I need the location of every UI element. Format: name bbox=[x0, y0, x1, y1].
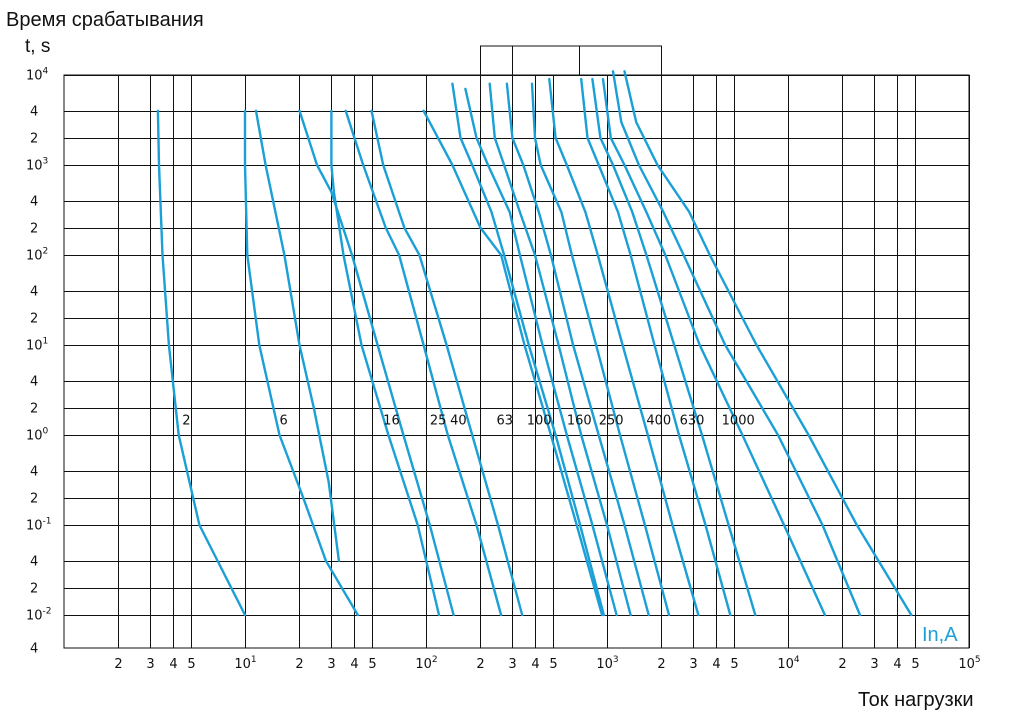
x-tick-label: 2 bbox=[295, 657, 303, 672]
y-tick-label: 2 bbox=[30, 402, 38, 417]
y-tick-label: 104 bbox=[26, 67, 49, 84]
x-tick-label: 5 bbox=[730, 657, 738, 672]
x-tick-label: 3 bbox=[327, 657, 335, 672]
x-tick-label: 4 bbox=[893, 657, 901, 672]
curve-400 bbox=[548, 77, 700, 617]
x-tick-label: 5 bbox=[911, 657, 919, 672]
curve-label-6: 6 bbox=[279, 414, 287, 429]
curve-label-1000: 1000 bbox=[722, 414, 755, 429]
x-tick-label: 2 bbox=[657, 657, 665, 672]
curve-1000 bbox=[601, 77, 827, 617]
curve-label-630: 630 bbox=[680, 414, 705, 429]
curve-label-63: 63 bbox=[496, 414, 513, 429]
x-tick-label: 103 bbox=[596, 655, 618, 672]
y-tick-label: 4 bbox=[30, 285, 38, 300]
y-tick-label: 2 bbox=[30, 312, 38, 327]
curve-label-25: 25 bbox=[430, 414, 447, 429]
y-axis-label: t, s bbox=[25, 36, 50, 57]
curve-6 bbox=[254, 109, 341, 562]
y-tick-label: 103 bbox=[26, 157, 48, 174]
x-tick-label: 4 bbox=[169, 657, 177, 672]
y-tick-label: 2 bbox=[30, 492, 38, 507]
curve-250 bbox=[530, 82, 671, 617]
x-tick-label: 3 bbox=[508, 657, 516, 672]
x-tick-label: 3 bbox=[870, 657, 878, 672]
curve-100 bbox=[464, 87, 618, 617]
x-tick-label: 4 bbox=[350, 657, 358, 672]
x-tick-label: 5 bbox=[368, 657, 376, 672]
x-tick-label: 101 bbox=[234, 655, 256, 672]
top-box bbox=[479, 45, 663, 75]
curves bbox=[156, 70, 913, 617]
x-tick-label: 4 bbox=[712, 657, 720, 672]
x-tick-label: 5 bbox=[187, 657, 195, 672]
y-tick-label: 2 bbox=[30, 582, 38, 597]
curve-labels: 2 6 16 25 40 63 100 160 250 400 630 1000 bbox=[182, 414, 755, 429]
curve-2 bbox=[156, 109, 247, 617]
y-tick-label: 10-2 bbox=[26, 607, 52, 624]
curve-6 bbox=[243, 109, 359, 617]
series-unit-label: In,A bbox=[922, 624, 958, 646]
grid bbox=[63, 45, 970, 649]
y-tick-label: 10-1 bbox=[26, 517, 52, 534]
curve-label-2: 2 bbox=[182, 414, 190, 429]
y-tick-label: 101 bbox=[26, 337, 48, 354]
curve-label-16: 16 bbox=[383, 414, 400, 429]
curve-16 bbox=[298, 109, 455, 617]
curve-25 bbox=[344, 109, 503, 617]
curve-16 bbox=[330, 109, 441, 617]
x-tick-label: 104 bbox=[777, 655, 800, 672]
tick-labels: 2 3 4 5 101 2 3 4 5 102 2 3 4 5 103 2 3 4 5 104 2 3 4 5 10510442… bbox=[26, 67, 981, 673]
x-tick-label: 3 bbox=[146, 657, 154, 672]
y-tick-label: 4 bbox=[30, 642, 38, 657]
x-tick-label: 5 bbox=[549, 657, 557, 672]
curve-1000 bbox=[623, 70, 913, 617]
x-tick-label: 105 bbox=[958, 655, 980, 672]
curve-1000 bbox=[591, 77, 757, 617]
curve-label-160: 160 bbox=[567, 414, 592, 429]
chart-title: Время срабатывания bbox=[6, 9, 204, 31]
x-axis-label: Ток нагрузки bbox=[858, 689, 974, 711]
curve-160 bbox=[505, 82, 650, 617]
curve-630 bbox=[580, 77, 732, 617]
curve-63 bbox=[422, 109, 604, 617]
y-tick-label: 2 bbox=[30, 222, 38, 237]
plot-frame bbox=[63, 74, 970, 649]
curve-40 bbox=[370, 109, 524, 617]
x-tick-label: 3 bbox=[689, 657, 697, 672]
x-tick-label: 2 bbox=[838, 657, 846, 672]
x-tick-label: 4 bbox=[531, 657, 539, 672]
curve-label-40: 40 bbox=[450, 414, 467, 429]
curve-100 bbox=[488, 82, 632, 617]
y-tick-label: 2 bbox=[30, 132, 38, 147]
y-tick-label: 4 bbox=[30, 105, 38, 120]
y-tick-label: 4 bbox=[30, 465, 38, 480]
top-box-divider bbox=[512, 46, 580, 75]
curve-1000 bbox=[611, 70, 862, 617]
y-tick-label: 100 bbox=[26, 427, 49, 444]
y-tick-label: 4 bbox=[30, 195, 38, 210]
x-tick-label: 2 bbox=[476, 657, 484, 672]
y-tick-label: 102 bbox=[26, 247, 48, 264]
x-tick-label: 102 bbox=[415, 655, 437, 672]
curve-label-250: 250 bbox=[599, 414, 624, 429]
curve-63 bbox=[451, 82, 605, 617]
curve-label-100: 100 bbox=[527, 414, 552, 429]
curve-label-400: 400 bbox=[646, 414, 671, 429]
x-tick-label: 2 bbox=[114, 657, 122, 672]
y-tick-label: 4 bbox=[30, 555, 38, 570]
y-tick-label: 4 bbox=[30, 375, 38, 390]
